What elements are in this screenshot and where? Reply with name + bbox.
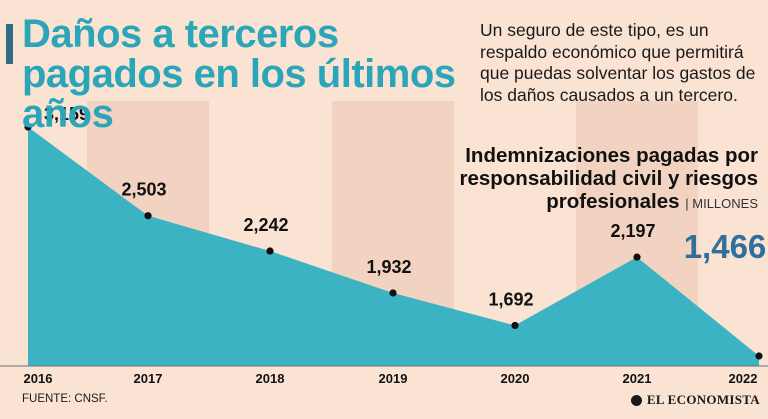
title-accent-bar [6, 24, 13, 64]
brand-logo: EL ECONOMISTA [630, 392, 760, 408]
x-tick-2016: 2016 [24, 371, 53, 386]
data-label-2019: 1,932 [366, 257, 411, 277]
x-tick-2020: 2020 [501, 371, 530, 386]
data-label-2020: 1,692 [488, 289, 533, 309]
x-tick-2021: 2021 [623, 371, 652, 386]
data-label-2021: 2,197 [610, 221, 655, 241]
brand-name: EL ECONOMISTA [646, 392, 760, 407]
point-2020 [511, 321, 519, 330]
point-2019 [389, 289, 397, 297]
point-2018 [266, 247, 274, 255]
point-2016 [24, 123, 32, 131]
data-label-2017: 2,503 [121, 180, 166, 200]
data-label-2016: 3,159 [44, 104, 89, 124]
intro-text: Un seguro de este tipo, es un respaldo e… [480, 20, 756, 105]
chart-title: Indemnizaciones pagadas por responsabili… [459, 144, 758, 213]
chart-subtitle: Indemnizaciones pagadas por responsabili… [458, 144, 758, 215]
point-2017 [144, 212, 152, 220]
brand-mark-icon [630, 394, 642, 406]
data-label-2018: 2,242 [243, 215, 288, 235]
data-label-2022: 1,466 [684, 228, 767, 265]
x-tick-2017: 2017 [134, 371, 163, 386]
x-tick-2018: 2018 [256, 371, 285, 386]
source-note: FUENTE: CNSF. [22, 393, 108, 405]
unit-label: | MILLONES [685, 196, 758, 211]
point-2022 [755, 352, 763, 360]
point-2021 [633, 253, 641, 261]
x-tick-2019: 2019 [379, 371, 408, 386]
area-series [28, 127, 759, 366]
x-tick-2022: 2022 [729, 371, 758, 386]
page-title: Daños a terceros pagados en los últimos … [22, 12, 456, 136]
